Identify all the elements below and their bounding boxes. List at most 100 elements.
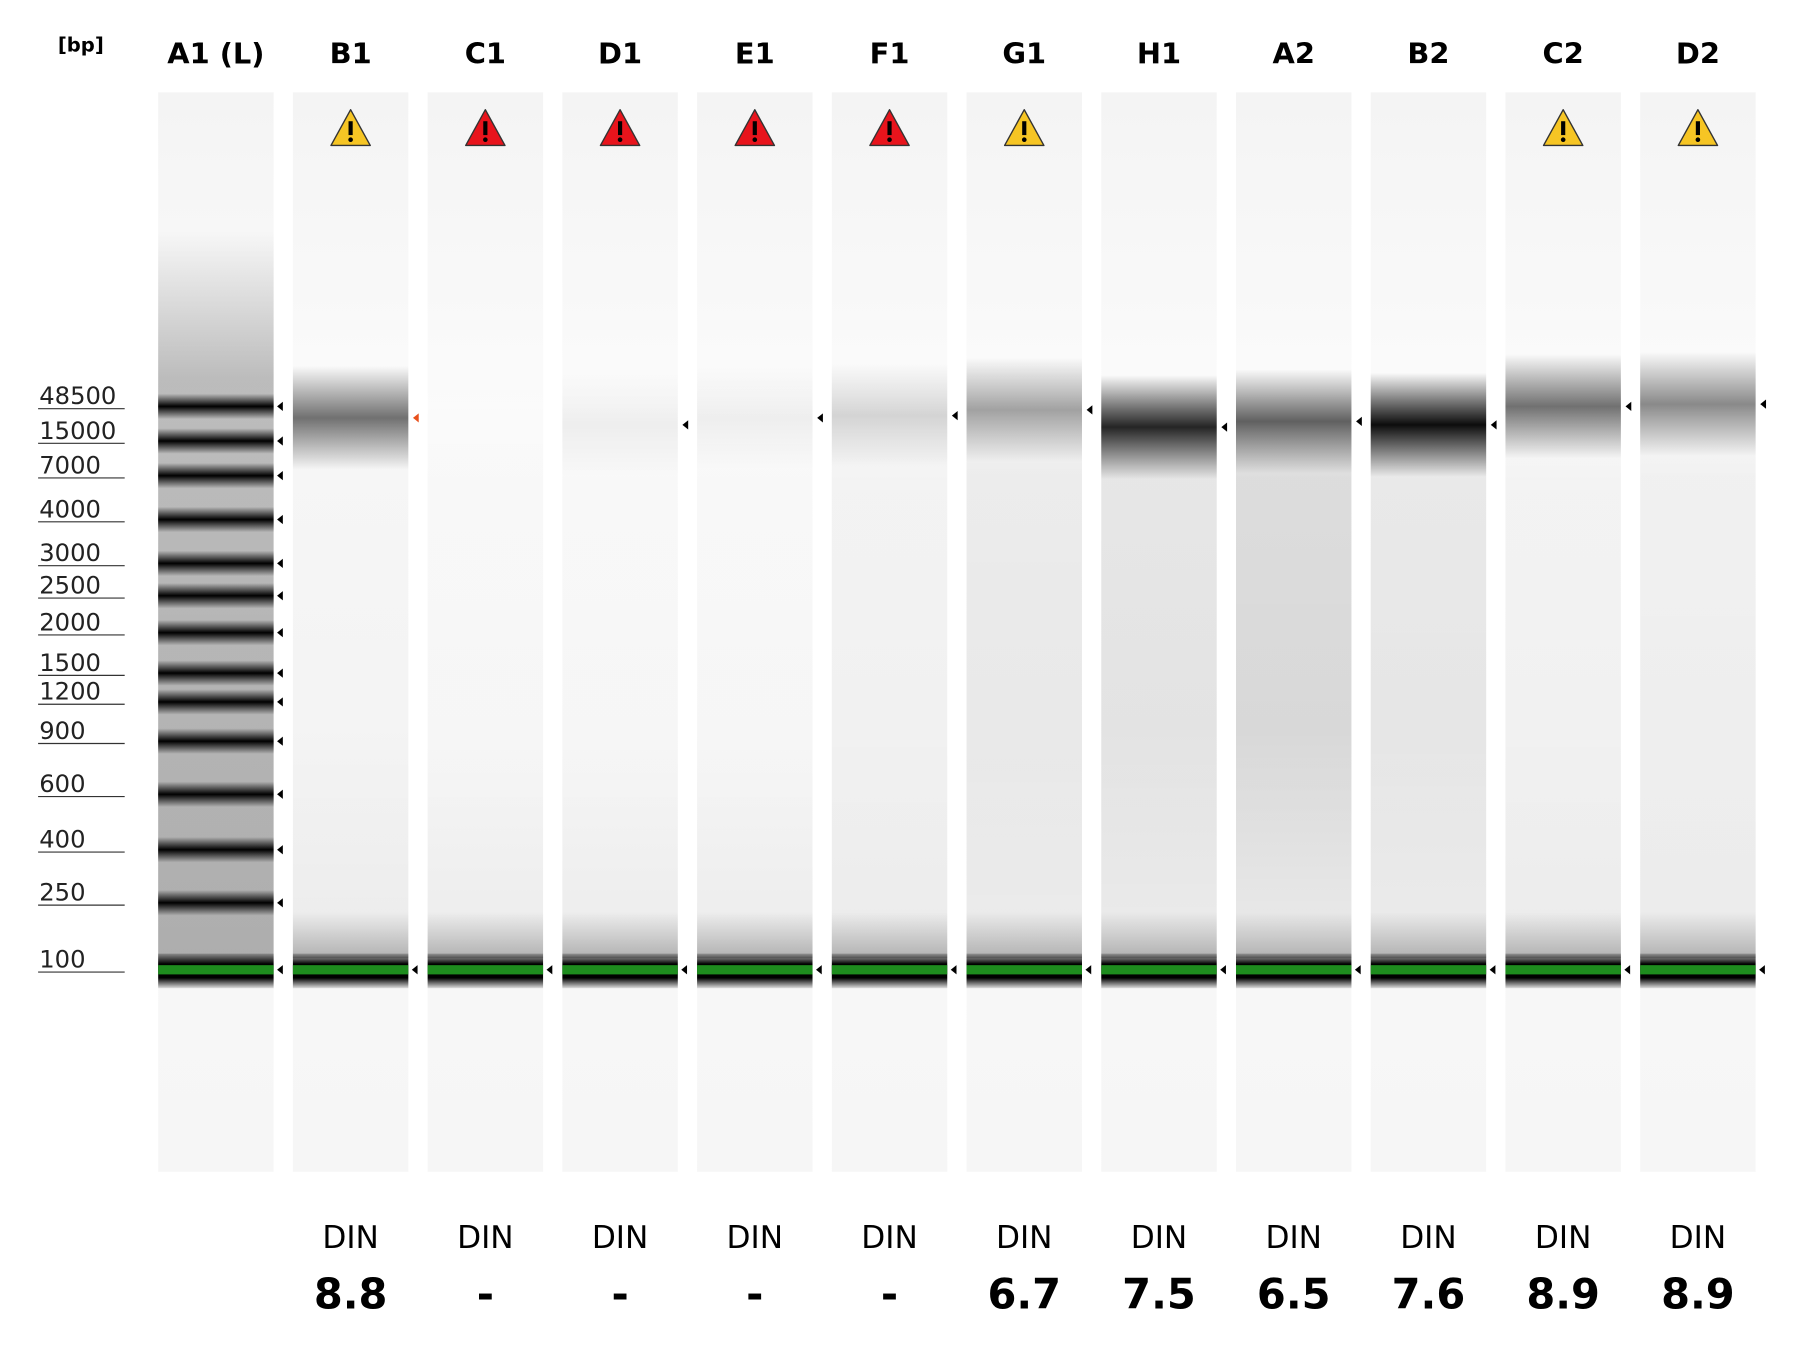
- band: [1505, 354, 1621, 459]
- band-marker: [1490, 420, 1497, 430]
- lane-label: D1: [598, 36, 642, 70]
- band: [158, 689, 274, 715]
- lower-smear: [292, 912, 409, 959]
- din-label: DIN: [457, 1220, 514, 1256]
- lower-smear: [1505, 912, 1621, 959]
- band: [158, 890, 274, 916]
- band-marker: [277, 514, 283, 525]
- band: [158, 781, 274, 807]
- band: [158, 428, 274, 454]
- din-value: 7.6: [1392, 1270, 1466, 1319]
- band: [158, 660, 274, 686]
- din-label: DIN: [1535, 1220, 1592, 1256]
- warning-glyph: [752, 121, 757, 136]
- band-marker: [277, 697, 283, 707]
- warning-glyph: [348, 121, 353, 136]
- size-label: 4000: [39, 494, 101, 523]
- band: [158, 728, 274, 754]
- lower-smear: [831, 912, 948, 959]
- din-label: DIN: [1131, 1220, 1188, 1256]
- band-marker: [682, 420, 689, 430]
- din-label: DIN: [727, 1220, 783, 1256]
- band-marker: [277, 736, 283, 746]
- smear: [562, 392, 678, 959]
- lower-smear: [562, 912, 678, 959]
- din-value: 6.5: [1257, 1270, 1331, 1319]
- size-label: 600: [39, 769, 85, 798]
- band-marker: [546, 965, 553, 975]
- band-marker: [277, 845, 283, 855]
- band: [697, 365, 813, 470]
- band-marker: [1085, 965, 1092, 975]
- warning-glyph: [483, 137, 488, 143]
- band: [1235, 369, 1352, 474]
- band-marker: [1356, 416, 1362, 427]
- lane-label: B1: [330, 36, 372, 70]
- band: [158, 837, 274, 863]
- band-marker: [1760, 399, 1767, 409]
- size-label: 900: [39, 716, 85, 745]
- din-value: 6.7: [987, 1270, 1061, 1319]
- marker-line: [1235, 965, 1352, 975]
- size-label: 2000: [39, 607, 101, 636]
- warning-glyph: [617, 121, 623, 136]
- warning-glyph: [1695, 121, 1700, 136]
- warning-glyph: [1022, 121, 1027, 136]
- warning-glyph: [887, 137, 892, 143]
- din-label: DIN: [861, 1220, 917, 1256]
- band-marker: [1354, 965, 1361, 975]
- band-marker: [1221, 422, 1228, 432]
- lower-smear: [697, 912, 813, 959]
- size-label: 15000: [39, 416, 116, 445]
- smear: [292, 392, 409, 959]
- band-marker: [951, 411, 958, 421]
- marker-line: [831, 965, 948, 975]
- band: [831, 363, 948, 468]
- lane-label: G1: [1002, 36, 1046, 70]
- band: [158, 619, 274, 646]
- smear: [1101, 392, 1217, 959]
- din-label: DIN: [1400, 1220, 1457, 1256]
- lane-label: B2: [1407, 36, 1449, 70]
- band: [1101, 375, 1217, 480]
- band: [158, 393, 274, 420]
- band: [158, 583, 274, 609]
- smear: [1235, 392, 1352, 959]
- band-marker: [1759, 965, 1765, 975]
- band: [1370, 372, 1487, 477]
- marker-line: [158, 965, 274, 975]
- band: [562, 372, 678, 477]
- warning-glyph: [752, 137, 758, 143]
- warning-glyph: [483, 121, 488, 136]
- warning-glyph: [1021, 137, 1027, 143]
- din-value: -: [881, 1270, 898, 1319]
- marker-line: [1640, 965, 1756, 975]
- smear: [966, 392, 1082, 959]
- din-value: -: [746, 1270, 763, 1319]
- size-label: 100: [39, 945, 85, 974]
- band-marker: [277, 965, 283, 975]
- din-value: 8.9: [1661, 1270, 1735, 1319]
- band-marker: [1625, 401, 1632, 412]
- warning-glyph: [1560, 137, 1566, 143]
- din-value: -: [477, 1270, 494, 1319]
- band-marker: [411, 965, 418, 975]
- warning-glyph: [1695, 137, 1701, 143]
- lower-smear: [1235, 912, 1352, 959]
- smear: [427, 392, 544, 959]
- band-marker: [681, 965, 688, 975]
- lower-smear: [966, 912, 1082, 959]
- band-marker: [277, 401, 283, 412]
- size-label: 7000: [39, 450, 101, 479]
- din-label: DIN: [322, 1220, 379, 1256]
- lane-label: C1: [465, 36, 506, 70]
- din-value: 8.9: [1526, 1270, 1600, 1319]
- marker-line: [1101, 965, 1217, 975]
- band-marker: [277, 668, 283, 678]
- din-label: DIN: [592, 1220, 648, 1256]
- band: [292, 365, 409, 470]
- smear: [1370, 392, 1487, 959]
- smear: [831, 392, 948, 959]
- lane-label: E1: [735, 36, 775, 70]
